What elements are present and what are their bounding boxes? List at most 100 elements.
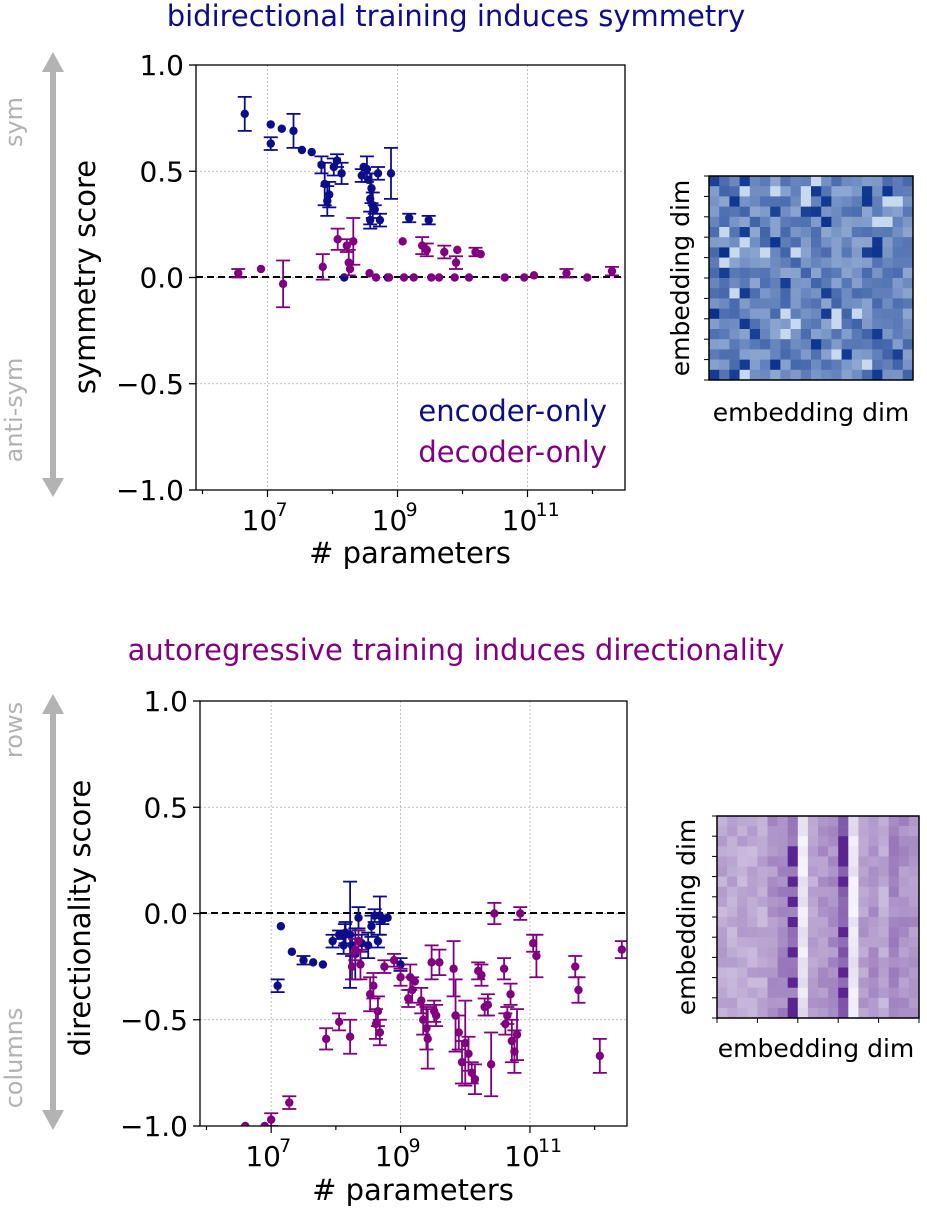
heatmap-cell: [902, 227, 914, 238]
heatmap-cell: [851, 308, 863, 320]
heatmap-cell: [851, 237, 863, 248]
heatmap-cell: [898, 957, 910, 968]
heatmap-cell: [800, 359, 812, 371]
heatmap-cell: [872, 329, 883, 340]
data-point: [373, 936, 383, 946]
heatmap-cell: [888, 977, 900, 988]
heatmap-cell: [807, 947, 819, 958]
heatmap-cell: [737, 977, 748, 988]
heatmap-cell: [780, 318, 791, 330]
heatmap-cell: [851, 176, 863, 187]
heatmap-cell: [777, 927, 788, 938]
heatmap-cell: [878, 927, 889, 938]
heatmap-cell: [737, 947, 748, 958]
heatmap-cell: [892, 257, 904, 269]
heatmap-cell: [838, 876, 849, 887]
heatmap-cell: [739, 359, 751, 371]
heatmap-cell: [807, 977, 819, 988]
legend-encoder-only: encoder-only: [418, 394, 607, 428]
heatmap-cell: [831, 298, 842, 309]
heatmap-cell: [851, 369, 863, 381]
heatmap-cell: [790, 257, 802, 269]
heatmap-cell: [717, 997, 728, 1009]
heatmap-cell: [790, 247, 802, 258]
heatmap-cell: [848, 826, 859, 837]
heatmap-cell: [739, 216, 751, 228]
heatmap-cell: [811, 196, 822, 207]
heatmap-cell: [737, 997, 748, 1009]
data-point: [369, 981, 378, 990]
data-point: [345, 264, 355, 274]
heatmap-cell: [838, 967, 849, 978]
heatmap-cell: [818, 826, 829, 837]
heatmap-cell: [848, 1007, 859, 1019]
heatmap-cell: [902, 288, 914, 299]
heatmap-cell: [868, 896, 879, 908]
heatmap-cell: [777, 977, 788, 988]
heatmap-cell: [851, 349, 863, 360]
heatmap-cell: [811, 186, 822, 197]
heatmap-cell: [770, 298, 781, 309]
heatmap-cell: [719, 257, 730, 269]
heatmap-cell: [858, 816, 869, 827]
heatmap-cell: [821, 196, 832, 207]
bottom-side-arrow: rows columns: [0, 694, 64, 1130]
top-heatmap-cells: [709, 176, 914, 381]
heatmap-cell: [719, 329, 730, 340]
heatmap-cell: [878, 997, 889, 1009]
heatmap-cell: [777, 846, 788, 857]
heatmap-cell: [747, 937, 758, 948]
heatmap-cell: [872, 288, 883, 299]
heatmap-cell: [841, 206, 853, 218]
x-tick-label-exponent: 7: [279, 1135, 291, 1157]
heatmap-cell: [727, 886, 738, 898]
heatmap-cell: [709, 369, 720, 381]
heatmap-cell: [737, 836, 748, 847]
heatmap-cell: [868, 866, 879, 877]
heatmap-cell: [807, 917, 819, 928]
heatmap-cell: [868, 1007, 879, 1019]
data-point: [571, 962, 580, 971]
heatmap-cell: [787, 886, 799, 898]
heatmap-cell: [888, 937, 900, 948]
heatmap-cell: [790, 318, 802, 330]
heatmap-cell: [888, 947, 900, 958]
heatmap-cell: [737, 876, 748, 887]
heatmap-cell: [908, 957, 920, 968]
heatmap-cell: [858, 906, 869, 918]
heatmap-cell: [787, 1007, 799, 1019]
data-point: [364, 941, 373, 950]
heatmap-cell: [821, 206, 832, 218]
heatmap-cell: [800, 247, 812, 258]
data-point: [354, 913, 363, 922]
heatmap-cell: [717, 937, 728, 948]
heatmap-cell: [818, 977, 829, 988]
heatmap-cell: [848, 987, 859, 999]
heatmap-cell: [838, 906, 849, 918]
heatmap-cell: [727, 846, 738, 857]
heatmap-cell: [821, 318, 832, 330]
top-heatmap-ylabel: embedding dim: [666, 180, 695, 377]
data-point: [449, 964, 458, 973]
heatmap-cell: [757, 957, 768, 968]
heatmap-cell: [851, 329, 863, 340]
heatmap-cell: [838, 816, 849, 827]
heatmap-cell: [828, 1007, 839, 1019]
heatmap-cell: [747, 896, 758, 908]
heatmap-cell: [831, 278, 842, 289]
heatmap-cell: [709, 186, 720, 197]
heatmap-cell: [790, 176, 802, 187]
heatmap-cell: [757, 826, 768, 837]
heatmap-cell: [888, 917, 900, 928]
heatmap-cell: [848, 886, 859, 898]
data-point: [464, 273, 474, 282]
heatmap-cell: [739, 227, 751, 238]
heatmap-cell: [747, 977, 758, 988]
heatmap-cell: [811, 257, 822, 269]
heatmap-cell: [780, 227, 791, 238]
heatmap-cell: [777, 906, 788, 918]
heatmap-cell: [872, 196, 883, 207]
heatmap-cell: [770, 308, 781, 320]
data-point: [500, 273, 509, 282]
heatmap-cell: [729, 227, 740, 238]
